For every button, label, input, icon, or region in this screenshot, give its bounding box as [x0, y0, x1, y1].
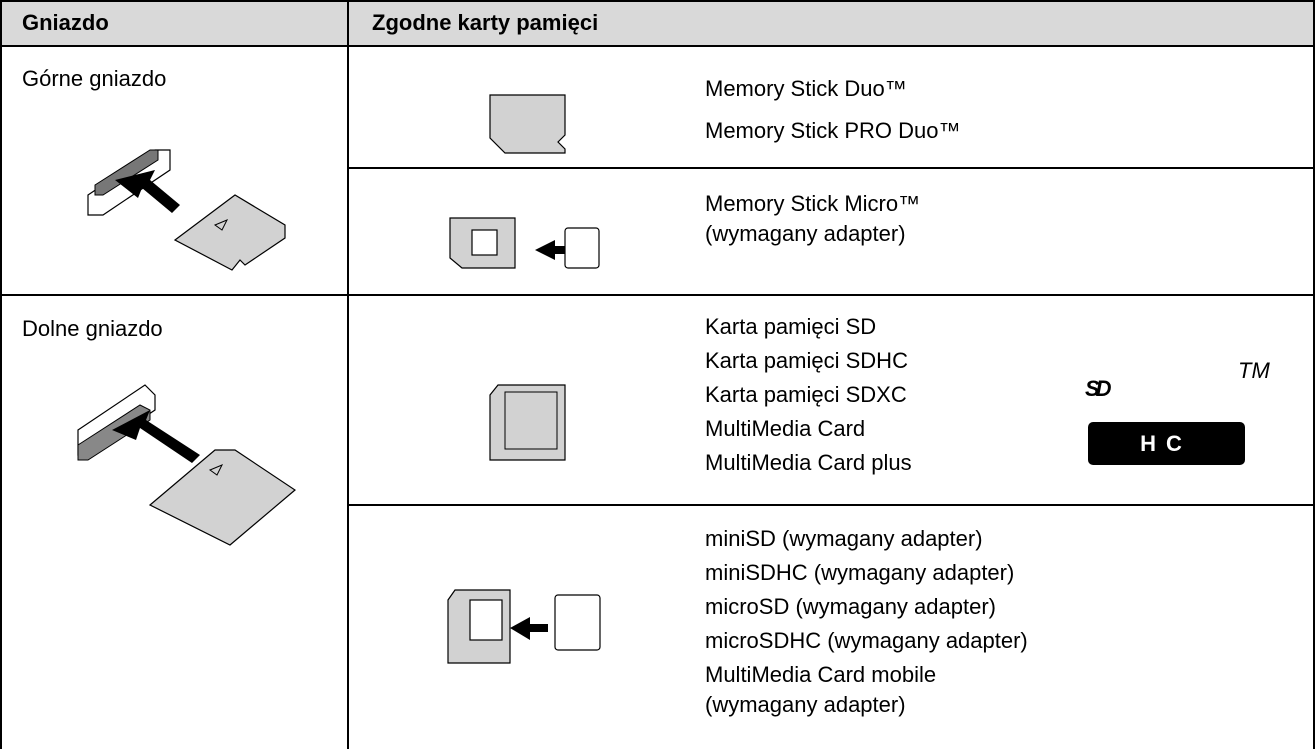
lower-slot-illustration [77, 384, 296, 546]
card-name: Karta pamięci SD [705, 314, 876, 339]
card-icon [489, 384, 566, 461]
card-name: MultiMedia Card plus [705, 450, 912, 475]
slot-label: Górne gniazdo [22, 66, 166, 91]
slot-label: Dolne gniazdo [22, 316, 163, 341]
header-bg [0, 0, 1315, 46]
card-icon [449, 217, 600, 269]
logo-text: SD [1085, 376, 1112, 401]
card-name: miniSDHC (wymagany adapter) [705, 560, 1014, 585]
card-name: (wymagany adapter) [705, 692, 906, 717]
card-name: Memory Stick Duo™ [705, 76, 907, 101]
sdhc-logo: SD TM HC [1085, 358, 1270, 465]
upper-slot-illustration [87, 149, 286, 271]
card-name: microSD (wymagany adapter) [705, 594, 996, 619]
card-name: (wymagany adapter) [705, 221, 906, 246]
card-name: microSDHC (wymagany adapter) [705, 628, 1028, 653]
logo-tm: TM [1238, 358, 1270, 383]
header-cell: Zgodne karty pamięci [372, 10, 598, 35]
card-icon [489, 94, 566, 154]
logo-text: HC [1140, 431, 1192, 456]
card-name: MultiMedia Card [705, 416, 865, 441]
card-name: Memory Stick Micro™ [705, 191, 920, 216]
card-name: Karta pamięci SDXC [705, 382, 907, 407]
header-cell: Gniazdo [22, 10, 109, 35]
card-name: miniSD (wymagany adapter) [705, 526, 983, 551]
card-icon [447, 589, 601, 664]
card-name: Memory Stick PRO Duo™ [705, 118, 961, 143]
card-name: Karta pamięci SDHC [705, 348, 908, 373]
card-name: MultiMedia Card mobile [705, 662, 936, 687]
